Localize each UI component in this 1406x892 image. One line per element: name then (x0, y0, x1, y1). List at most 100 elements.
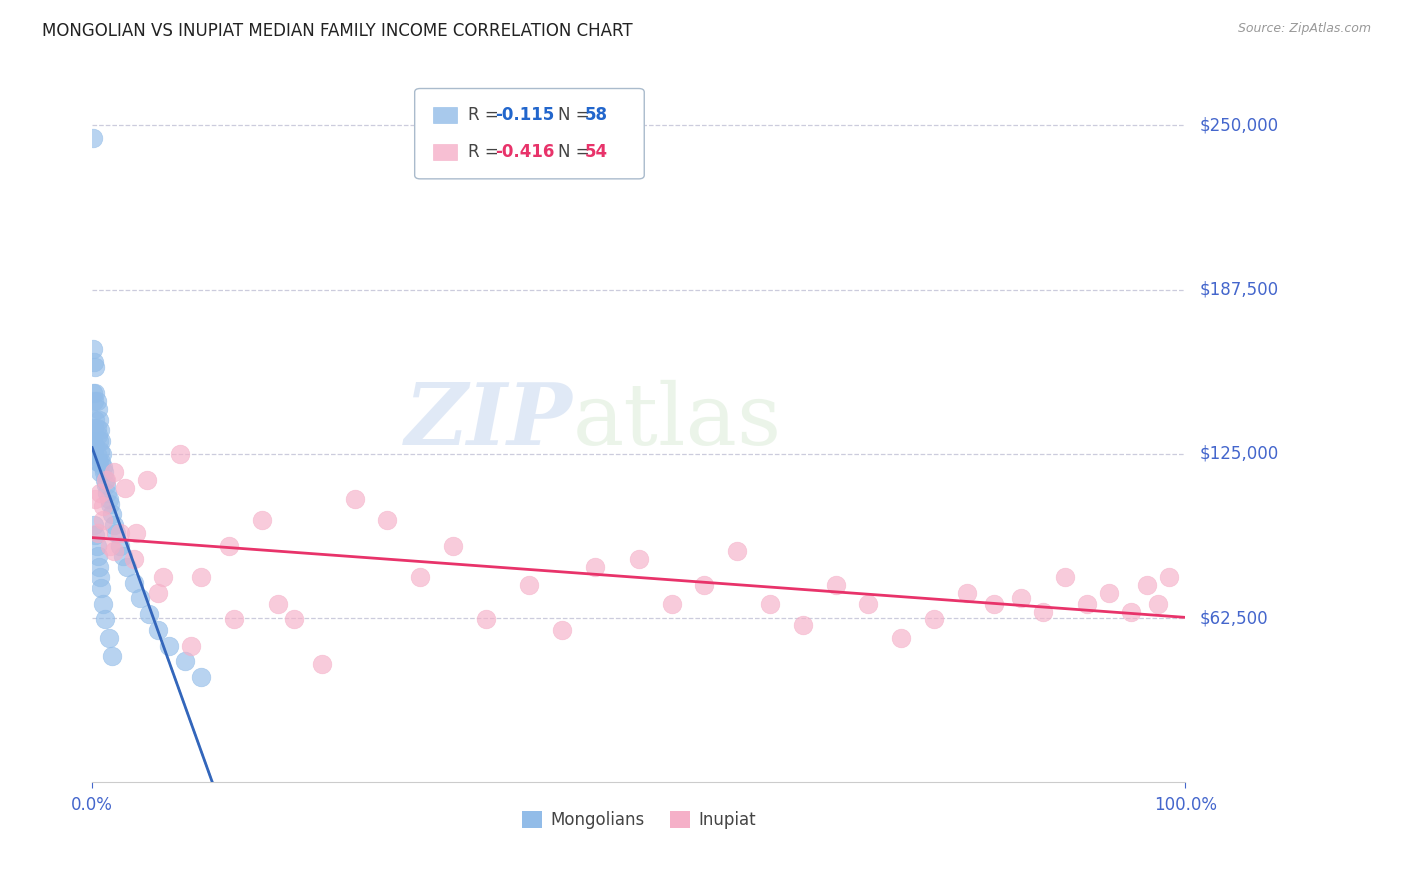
Point (82, 386, 104, 401)
Point (89, 570, 111, 584)
Point (146, 586, 169, 600)
Point (114, 481, 136, 495)
Point (86, 549, 108, 564)
Text: $187,500: $187,500 (1199, 281, 1278, 299)
Text: $125,000: $125,000 (1199, 445, 1278, 463)
Point (87, 559, 110, 574)
Point (83, 394, 105, 409)
Point (152, 570, 174, 584)
Point (157, 639, 180, 653)
Point (1119, 605, 1142, 619)
Point (96, 486, 118, 500)
Point (627, 552, 650, 566)
Point (83, 355, 105, 369)
Text: atlas: atlas (574, 379, 782, 463)
Point (89, 444, 111, 458)
Point (1098, 586, 1121, 600)
Point (82, 131, 104, 145)
Point (84, 439, 107, 453)
Text: 58: 58 (585, 106, 609, 124)
Point (983, 597, 1005, 611)
Point (956, 586, 979, 600)
Point (190, 570, 212, 584)
Point (101, 649, 124, 664)
Point (858, 597, 880, 611)
Point (661, 597, 683, 611)
Point (83, 517, 105, 532)
Point (94, 612, 117, 626)
Point (129, 591, 152, 606)
Point (89, 423, 111, 437)
Text: $62,500: $62,500 (1199, 609, 1268, 627)
Point (96, 478, 118, 492)
Point (86, 455, 108, 469)
Point (90, 455, 112, 469)
Point (375, 512, 398, 526)
Point (824, 578, 846, 592)
Point (343, 491, 366, 506)
Point (1157, 570, 1180, 584)
Point (96, 473, 118, 487)
Point (551, 623, 574, 637)
Point (103, 465, 125, 479)
Text: R =: R = (468, 106, 505, 124)
Point (83, 420, 105, 434)
Point (190, 670, 212, 684)
Point (84, 491, 107, 506)
Point (583, 559, 606, 574)
Point (89, 486, 111, 500)
Text: $250,000: $250,000 (1199, 116, 1278, 135)
Point (922, 612, 945, 626)
Text: ZIP: ZIP (405, 379, 574, 463)
Point (101, 508, 124, 522)
Point (84, 360, 107, 375)
Point (86, 428, 108, 442)
Point (250, 512, 273, 526)
Point (519, 578, 541, 592)
Point (108, 525, 131, 540)
Point (87, 434, 110, 448)
Point (115, 559, 138, 574)
Point (97, 491, 120, 506)
FancyBboxPatch shape (415, 88, 644, 179)
Point (86, 402, 108, 417)
Text: Source: ZipAtlas.com: Source: ZipAtlas.com (1237, 22, 1371, 36)
Point (91, 460, 114, 475)
Point (180, 639, 202, 653)
Point (93, 465, 115, 479)
Point (138, 607, 160, 622)
Point (87, 455, 110, 469)
Point (1054, 570, 1077, 584)
Point (91, 512, 114, 526)
Point (86, 539, 108, 553)
Point (224, 612, 246, 626)
Point (84, 386, 107, 401)
Point (267, 597, 290, 611)
Text: 54: 54 (585, 143, 609, 161)
Point (792, 617, 814, 632)
Point (98, 539, 121, 553)
Legend: Mongolians, Inupiat: Mongolians, Inupiat (516, 804, 762, 836)
Point (725, 544, 748, 558)
Point (311, 657, 333, 671)
Point (105, 525, 128, 540)
Point (90, 434, 112, 448)
Point (474, 612, 496, 626)
Point (103, 544, 125, 558)
Point (111, 549, 134, 564)
Point (84, 528, 107, 542)
Text: N =: N = (558, 143, 595, 161)
Point (409, 570, 432, 584)
Point (82, 434, 104, 448)
FancyBboxPatch shape (433, 107, 457, 123)
Point (146, 623, 169, 637)
Point (91, 500, 114, 514)
Text: -0.416: -0.416 (495, 143, 555, 161)
Point (108, 539, 131, 553)
Point (1136, 578, 1159, 592)
Point (218, 539, 240, 553)
Point (98, 497, 121, 511)
Text: R =: R = (468, 143, 505, 161)
Point (86, 447, 108, 461)
Point (87, 412, 110, 426)
